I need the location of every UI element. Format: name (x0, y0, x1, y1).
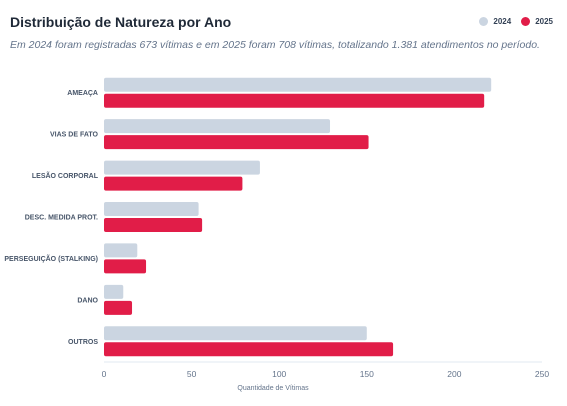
bar-2025-1[interactable] (104, 135, 369, 150)
bar-2024-1[interactable] (104, 119, 331, 134)
bar-2024-5[interactable] (104, 284, 124, 299)
x-tick-label-1: 50 (187, 369, 197, 379)
x-tick-label-2: 100 (272, 369, 286, 379)
x-tick-label-0: 0 (102, 369, 107, 379)
bar-2025-0[interactable] (104, 93, 485, 108)
category-label-0: AMEAÇA (67, 90, 98, 97)
bar-2025-2[interactable] (104, 176, 243, 191)
legend-swatch-2024 (479, 17, 489, 26)
bar-2024-4[interactable] (104, 243, 138, 258)
bar-2024-6[interactable] (104, 326, 367, 341)
x-tick-label-3: 150 (360, 369, 374, 379)
bar-2025-5[interactable] (104, 300, 133, 315)
legend-label-2025: 2025 (535, 17, 553, 26)
category-label-2: LESÃO CORPORAL (32, 171, 99, 180)
bar-2024-0[interactable] (104, 77, 492, 92)
chart-title: Distribuição de Natureza por Ano (10, 14, 232, 30)
legend-item-2024[interactable]: 2024 (479, 17, 511, 26)
bar-2025-6[interactable] (104, 342, 394, 357)
category-label-4: PERSEGUIÇÃO (STALKING) (4, 254, 98, 263)
legend-item-2025[interactable]: 2025 (521, 17, 553, 26)
x-tick-label-4: 200 (447, 369, 461, 379)
chart-legend: 2024 2025 (479, 17, 553, 26)
bar-2024-2[interactable] (104, 160, 260, 175)
category-label-6: OUTROS (68, 339, 98, 346)
category-label-5: DANO (77, 297, 98, 304)
category-label-3: DESC. MEDIDA PROT. (25, 215, 98, 222)
category-label-1: VIAS DE FATO (50, 132, 99, 139)
x-axis-title: Quantidade de Vítimas (237, 385, 309, 392)
x-tick-label-5: 250 (535, 369, 549, 379)
legend-label-2024: 2024 (493, 17, 512, 26)
bar-2025-4[interactable] (104, 259, 147, 274)
bar-2025-3[interactable] (104, 218, 203, 232)
bar-2024-3[interactable] (104, 202, 199, 216)
chart-subtitle: Em 2024 foram registradas 673 vítimas e … (10, 39, 540, 51)
legend-swatch-2025 (521, 17, 531, 26)
